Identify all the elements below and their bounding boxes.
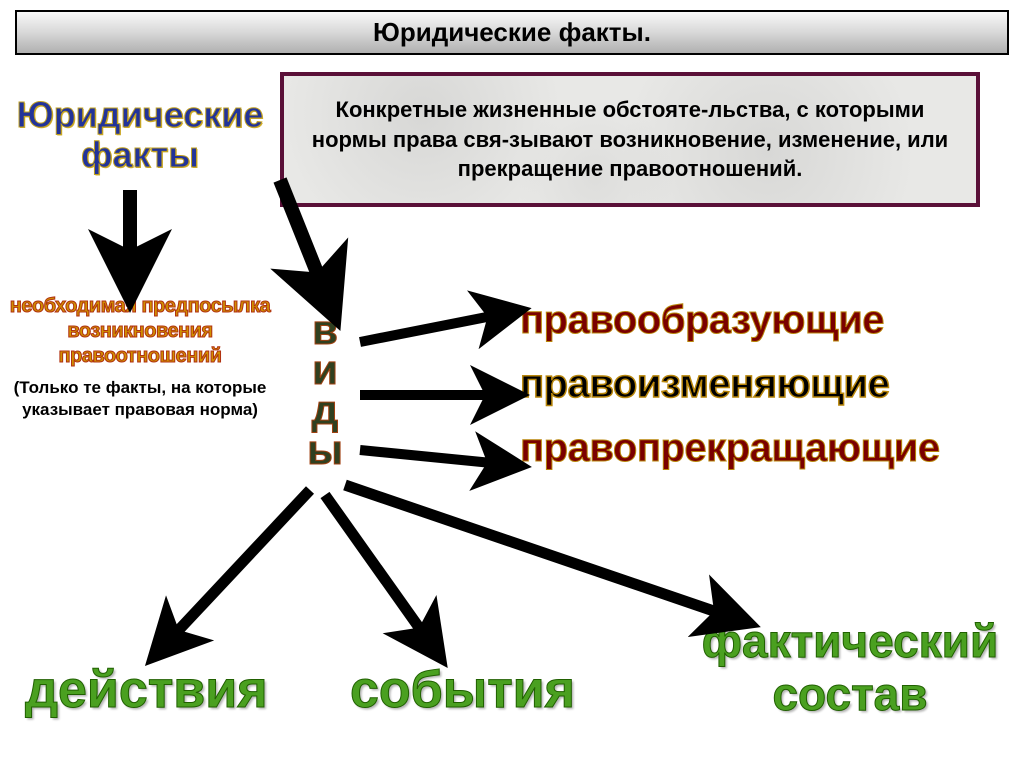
title-bar: Юридические факты.: [15, 10, 1009, 55]
title-text: Юридические факты.: [373, 17, 651, 48]
label-legal-facts: Юридические факты: [0, 95, 280, 174]
label-events: события: [350, 660, 575, 720]
label-composition: фактический состав: [700, 615, 1000, 721]
label-prerequisite: необходимая предпосылка возникновения пр…: [0, 294, 280, 369]
label-type-terminating: правопрекращающие: [520, 426, 940, 471]
types-letter: ы: [303, 430, 347, 470]
definition-box: Конкретные жизненные обстояте-льства, с …: [280, 72, 980, 207]
label-type-changing: правоизменяющие: [520, 362, 889, 407]
types-letter: д: [303, 390, 347, 430]
types-letter: и: [303, 350, 347, 390]
label-prerequisite-note: (Только те факты, на которые указывает п…: [0, 377, 280, 421]
label-actions: действия: [25, 660, 268, 720]
types-letter: в: [303, 310, 347, 350]
label-types: в и д ы: [303, 310, 347, 470]
definition-text: Конкретные жизненные обстояте-льства, с …: [309, 95, 951, 184]
label-type-forming: правообразующие: [520, 298, 884, 343]
